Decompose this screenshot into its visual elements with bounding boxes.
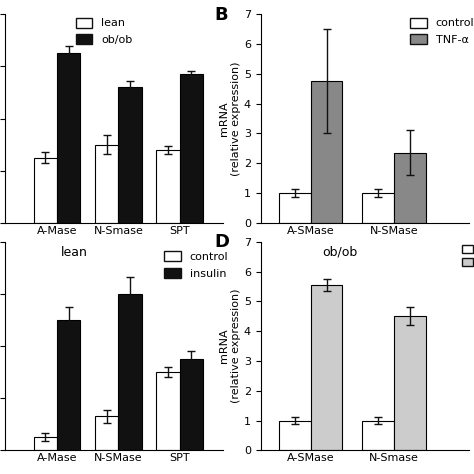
Bar xyxy=(95,145,118,223)
Bar xyxy=(156,372,180,450)
Bar xyxy=(363,193,394,223)
Bar xyxy=(156,150,180,223)
Text: lean: lean xyxy=(61,246,88,259)
Text: B: B xyxy=(215,6,228,24)
Bar xyxy=(180,359,203,450)
Y-axis label: mRNA
(relative expression): mRNA (relative expression) xyxy=(219,289,241,403)
Bar xyxy=(34,437,57,450)
Legend: control, TNF-α: control, TNF-α xyxy=(410,18,474,45)
Bar xyxy=(311,285,342,450)
Bar xyxy=(118,87,142,223)
Bar xyxy=(279,193,311,223)
Bar xyxy=(279,420,311,450)
Bar xyxy=(57,54,80,223)
Legend: lean, ob/ob: lean, ob/ob xyxy=(76,18,133,45)
Y-axis label: mRNA
(relative expression): mRNA (relative expression) xyxy=(219,61,241,176)
Bar xyxy=(180,74,203,223)
Bar xyxy=(118,294,142,450)
Bar xyxy=(34,158,57,223)
Bar xyxy=(394,316,426,450)
Bar xyxy=(394,153,426,223)
Bar xyxy=(57,320,80,450)
Bar xyxy=(95,417,118,450)
Text: D: D xyxy=(215,233,230,251)
Legend: , : , xyxy=(462,245,474,267)
Bar xyxy=(311,81,342,223)
Text: ob/ob: ob/ob xyxy=(322,246,357,259)
Legend: control, insulin: control, insulin xyxy=(164,252,228,279)
Bar xyxy=(363,420,394,450)
